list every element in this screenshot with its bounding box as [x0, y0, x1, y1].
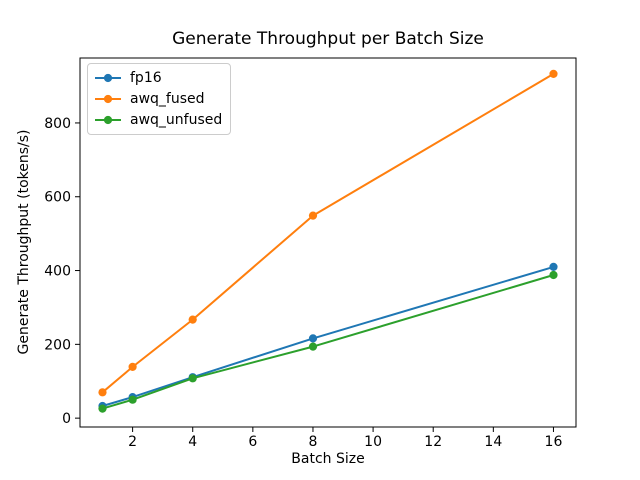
legend-item-label: fp16	[130, 70, 162, 86]
y-tick-label: 800	[44, 116, 71, 132]
axes-frame	[79, 57, 577, 428]
x-axis-label: Batch Size	[291, 451, 365, 467]
data-point-awq_unfused-16	[549, 270, 558, 280]
legend-swatch-marker	[103, 115, 113, 125]
y-tick-label: 0	[62, 411, 71, 427]
legend: fp16 awq_fused awq_unfused	[87, 63, 232, 135]
data-point-awq_unfused-1	[98, 404, 107, 413]
data-point-awq_unfused-2	[128, 395, 137, 404]
data-point-awq_fused-8	[308, 211, 318, 220]
y-tick-label: 600	[44, 190, 71, 206]
data-point-awq_fused-1	[98, 388, 107, 397]
data-point-fp16-16	[549, 262, 558, 271]
chart-title: Generate Throughput per Batch Size	[172, 29, 484, 49]
x-tick-label: 12	[424, 434, 442, 450]
series-line-awq_unfused	[101, 274, 555, 410]
legend-item-awq_fused: awq_fused	[95, 89, 222, 109]
data-point-awq_unfused-8	[308, 342, 318, 351]
data-point-awq_fused-4	[188, 315, 197, 324]
x-tick-label: 6	[248, 434, 257, 450]
data-point-fp16-8	[308, 334, 318, 343]
x-tick-label: 2	[128, 434, 137, 450]
legend-item-fp16: fp16	[95, 68, 222, 88]
x-tick-label: 4	[188, 434, 197, 450]
y-tick-label: 200	[44, 337, 71, 353]
y-axis-label: Generate Throughput (tokens/s)	[16, 129, 32, 355]
legend-swatch-marker	[103, 73, 113, 83]
y-tick-label: 400	[44, 264, 71, 280]
data-point-awq_unfused-4	[188, 374, 197, 383]
x-tick-label: 16	[545, 434, 563, 450]
legend-swatch-marker	[103, 94, 113, 104]
legend-item-awq_unfused: awq_unfused	[95, 110, 222, 130]
legend-swatch-icon	[95, 94, 121, 104]
data-point-awq_fused-16	[549, 69, 558, 78]
x-tick-label: 8	[309, 434, 318, 450]
data-point-awq_fused-2	[128, 362, 137, 371]
legend-swatch-icon	[95, 115, 121, 125]
legend-swatch-icon	[95, 73, 121, 83]
legend-item-label: awq_fused	[130, 91, 205, 107]
x-tick-label: 10	[364, 434, 382, 450]
legend-item-label: awq_unfused	[130, 112, 223, 128]
x-tick-label: 14	[484, 434, 502, 450]
